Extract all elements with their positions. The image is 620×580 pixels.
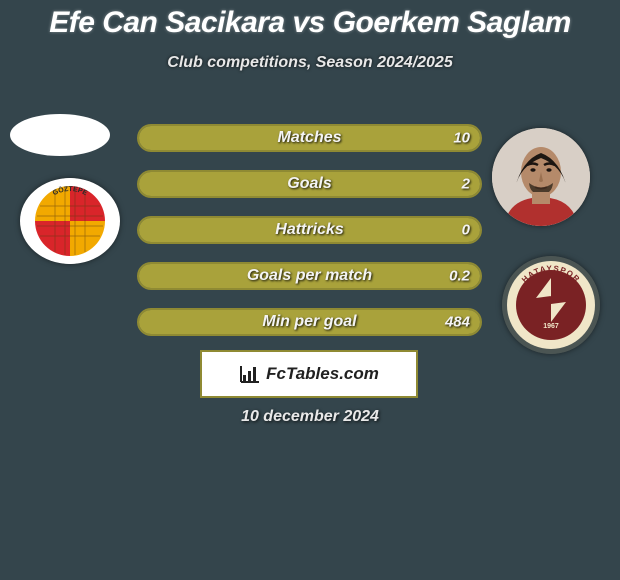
- player-left-avatar: [10, 114, 110, 156]
- date-text: 10 december 2024: [0, 408, 620, 426]
- comparison-subtitle: Club competitions, Season 2024/2025: [0, 54, 620, 72]
- brand-text: FcTables.com: [266, 364, 379, 384]
- svg-text:1967: 1967: [543, 323, 559, 330]
- bar-right-value: 10: [453, 130, 470, 147]
- bar-right-value: 0: [462, 222, 470, 239]
- stat-bar: Min per goal 484: [137, 308, 482, 336]
- bar-label: Min per goal: [262, 313, 356, 331]
- bar-label: Matches: [277, 129, 341, 147]
- bar-fill-left: [139, 172, 146, 196]
- club-left-badge: GÖZTEPE: [20, 178, 120, 264]
- brand-badge: FcTables.com: [200, 350, 418, 398]
- stat-bar: Goals per match 0.2: [137, 262, 482, 290]
- stat-bar: Matches 10: [137, 124, 482, 152]
- comparison-title: Efe Can Sacikara vs Goerkem Saglam: [0, 0, 620, 40]
- bar-fill-left: [139, 264, 146, 288]
- bar-right-value: 0.2: [449, 268, 470, 285]
- bar-label: Hattricks: [275, 221, 343, 239]
- bar-fill-left: [139, 310, 146, 334]
- bar-fill-left: [139, 126, 146, 150]
- player-right-avatar: [492, 128, 590, 226]
- bar-right-value: 2: [462, 176, 470, 193]
- chart-icon: [239, 364, 261, 384]
- stat-bar: Goals 2: [137, 170, 482, 198]
- stat-bar: Hattricks 0: [137, 216, 482, 244]
- stat-bars: Matches 10 Goals 2 Hattricks 0 Goals per match…: [137, 124, 482, 354]
- club-right-badge: 1967 HATAYSPOR: [502, 256, 600, 354]
- bar-right-value: 484: [445, 314, 470, 331]
- bar-label: Goals per match: [247, 267, 372, 285]
- bar-label: Goals: [287, 175, 331, 193]
